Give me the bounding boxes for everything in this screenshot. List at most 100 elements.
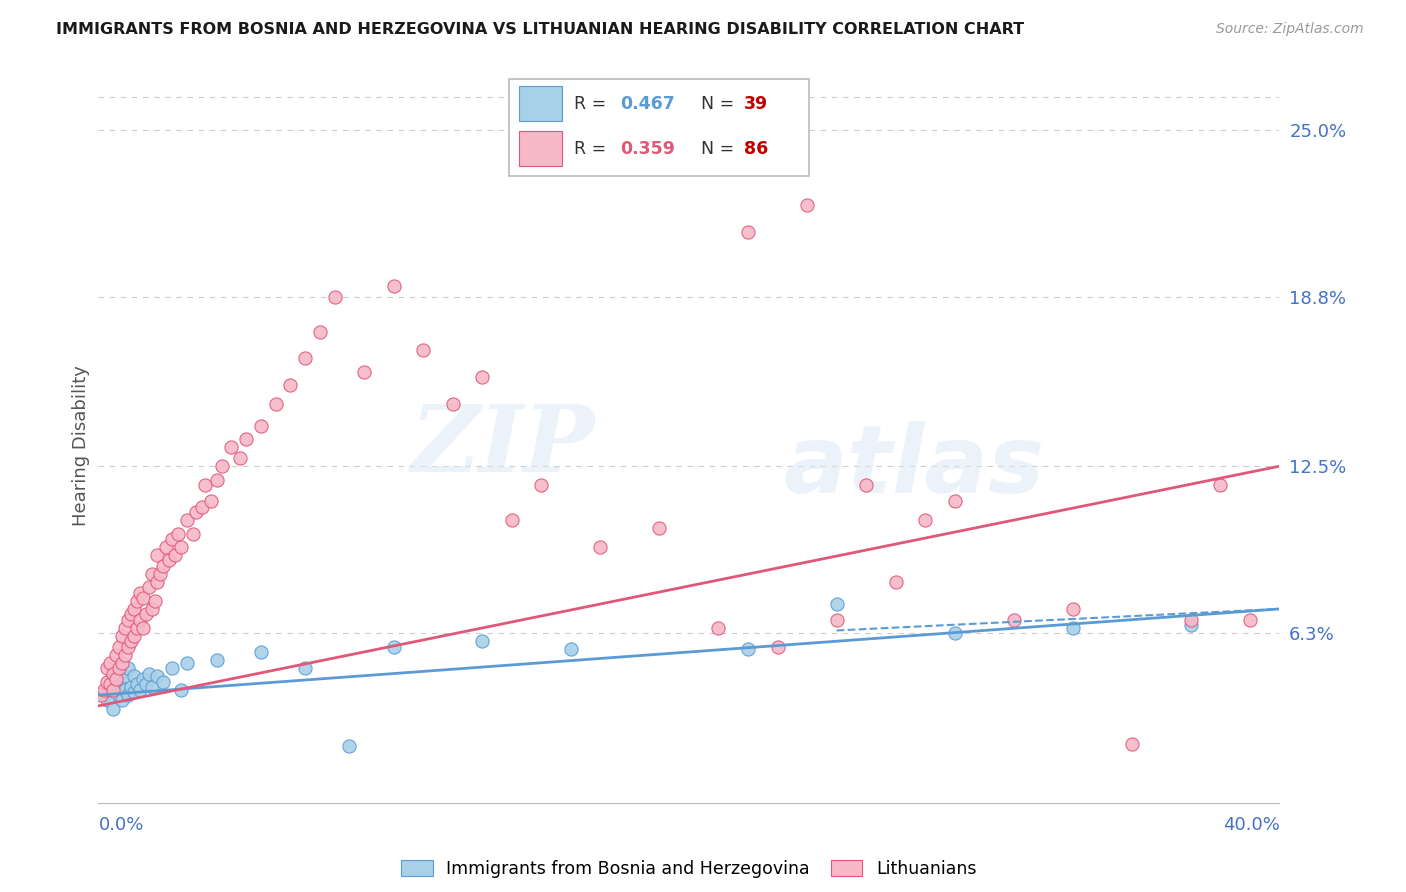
Point <box>250 418 273 433</box>
Point <box>117 661 139 675</box>
Point <box>184 505 207 519</box>
Point <box>766 640 789 654</box>
Point <box>125 594 148 608</box>
Text: 0.467: 0.467 <box>620 95 675 112</box>
Point <box>412 343 434 358</box>
Point <box>128 682 150 697</box>
Point <box>108 661 131 675</box>
Point <box>560 642 582 657</box>
Point <box>1062 621 1084 635</box>
Point <box>98 677 121 691</box>
Point <box>1180 618 1202 632</box>
Point <box>111 629 134 643</box>
Point <box>122 629 145 643</box>
Point <box>122 602 145 616</box>
Point <box>530 478 553 492</box>
Point <box>194 478 217 492</box>
Point <box>96 693 118 707</box>
Point <box>170 540 193 554</box>
Point <box>205 473 228 487</box>
Point <box>219 441 242 455</box>
Point <box>176 513 198 527</box>
Point <box>114 648 136 662</box>
Point <box>96 674 118 689</box>
Point <box>471 370 494 384</box>
Text: 86: 86 <box>744 140 769 158</box>
Point <box>135 607 157 622</box>
Point <box>471 634 494 648</box>
Point <box>796 198 818 212</box>
Point <box>1121 737 1143 751</box>
Point <box>162 532 183 546</box>
Point <box>441 397 464 411</box>
Point <box>884 574 907 589</box>
FancyBboxPatch shape <box>519 87 562 121</box>
Point <box>90 688 112 702</box>
Point <box>122 685 145 699</box>
Point <box>132 621 155 635</box>
Point <box>149 566 172 581</box>
Point <box>152 674 174 689</box>
Point <box>120 634 142 648</box>
Point <box>382 640 405 654</box>
Point <box>678 144 700 158</box>
Point <box>114 682 136 697</box>
Point <box>353 365 375 379</box>
Point <box>309 325 332 339</box>
Point <box>648 521 671 535</box>
Point <box>152 558 174 573</box>
Point <box>141 680 163 694</box>
Point <box>211 459 233 474</box>
Point <box>93 688 115 702</box>
Point <box>855 478 877 492</box>
Point <box>165 548 187 562</box>
Point <box>167 526 190 541</box>
Point <box>1239 613 1261 627</box>
Point <box>125 621 148 635</box>
Point <box>825 613 848 627</box>
Point <box>138 580 160 594</box>
Text: 40.0%: 40.0% <box>1223 816 1279 834</box>
Point <box>117 613 139 627</box>
Point <box>108 688 131 702</box>
Point <box>619 117 641 131</box>
Point <box>737 642 759 657</box>
Point <box>200 494 222 508</box>
Point <box>111 680 134 694</box>
Point <box>128 586 150 600</box>
Point <box>146 574 169 589</box>
Point <box>146 669 169 683</box>
Point <box>135 677 157 691</box>
Point <box>105 674 128 689</box>
Point <box>108 640 131 654</box>
Point <box>146 548 169 562</box>
Text: R =: R = <box>574 95 612 112</box>
Point <box>138 666 160 681</box>
Text: IMMIGRANTS FROM BOSNIA AND HERZEGOVINA VS LITHUANIAN HEARING DISABILITY CORRELAT: IMMIGRANTS FROM BOSNIA AND HERZEGOVINA V… <box>56 22 1025 37</box>
Point <box>117 688 139 702</box>
Point <box>93 682 115 697</box>
Point <box>737 225 759 239</box>
Point <box>122 669 145 683</box>
Point <box>103 666 125 681</box>
Point <box>141 566 163 581</box>
Point <box>191 500 214 514</box>
Point <box>120 607 142 622</box>
Point <box>176 656 198 670</box>
Point <box>181 526 204 541</box>
Point <box>96 661 118 675</box>
Point <box>120 680 142 694</box>
Text: atlas: atlas <box>783 421 1045 514</box>
Point <box>114 621 136 635</box>
Text: Source: ZipAtlas.com: Source: ZipAtlas.com <box>1216 22 1364 37</box>
Point <box>339 739 360 754</box>
Point <box>103 682 125 697</box>
Text: 0.359: 0.359 <box>620 140 675 158</box>
Point <box>1180 613 1202 627</box>
Text: 39: 39 <box>744 95 769 112</box>
Point <box>141 602 163 616</box>
Point <box>825 597 848 611</box>
Point <box>235 432 257 446</box>
Point <box>501 513 523 527</box>
Point <box>132 591 155 606</box>
